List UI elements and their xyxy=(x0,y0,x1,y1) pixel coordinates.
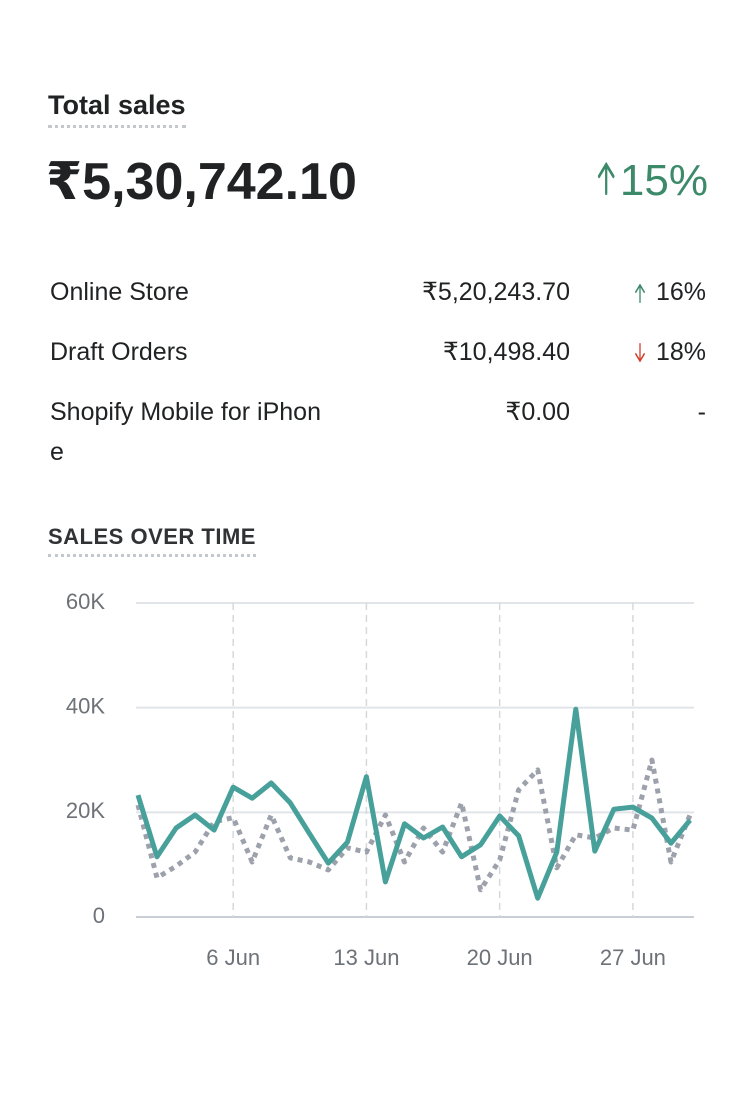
y-tick-label: 40K xyxy=(66,693,105,718)
channel-sales: ₹0.00 xyxy=(505,398,570,426)
channel-sales: ₹5,20,243.70 xyxy=(422,278,570,306)
channel-name: Draft Orders xyxy=(50,338,188,366)
chart-title: SALES OVER TIME xyxy=(48,524,256,557)
channel-name: Online Store xyxy=(50,278,189,306)
breakdown-row: Shopify Mobile for iPhone ₹0.00 - xyxy=(50,392,706,472)
arrow-icon xyxy=(635,283,645,304)
x-tick-label: 13 Jun xyxy=(333,945,399,970)
channel-change: - xyxy=(570,392,706,472)
change-value: 16% xyxy=(655,278,706,306)
y-tick-label: 20K xyxy=(66,798,105,823)
arrow-icon xyxy=(635,342,645,363)
channel-change: 18% xyxy=(570,332,706,375)
series-line xyxy=(135,706,692,901)
channel-change: 16% xyxy=(570,272,706,315)
change-value: 15% xyxy=(619,156,708,205)
x-tick-label: 6 Jun xyxy=(206,945,260,970)
total-sales: ₹5,30,742.10 xyxy=(46,153,357,211)
breakdown-row: Draft Orders ₹10,498.40 18% xyxy=(50,332,706,375)
y-tick-label: 60K xyxy=(66,589,105,614)
change-arrow xyxy=(596,156,616,206)
change-value: - xyxy=(697,398,706,426)
change-value: 18% xyxy=(655,338,706,366)
card-title: Total sales xyxy=(48,90,186,128)
channel-name: Shopify Mobile for iPhone xyxy=(50,398,321,466)
breakdown-row: Online Store ₹5,20,243.70 16% xyxy=(50,272,706,315)
change-arrow xyxy=(634,332,646,375)
channel-sales: ₹10,498.40 xyxy=(442,338,570,366)
series-line xyxy=(135,757,693,893)
x-tick-label: 20 Jun xyxy=(467,945,533,970)
total-change: 15% xyxy=(596,156,708,206)
arrow-icon xyxy=(597,162,614,196)
change-arrow xyxy=(634,272,646,315)
y-tick-label: 0 xyxy=(93,903,105,928)
x-tick-label: 27 Jun xyxy=(600,945,666,970)
